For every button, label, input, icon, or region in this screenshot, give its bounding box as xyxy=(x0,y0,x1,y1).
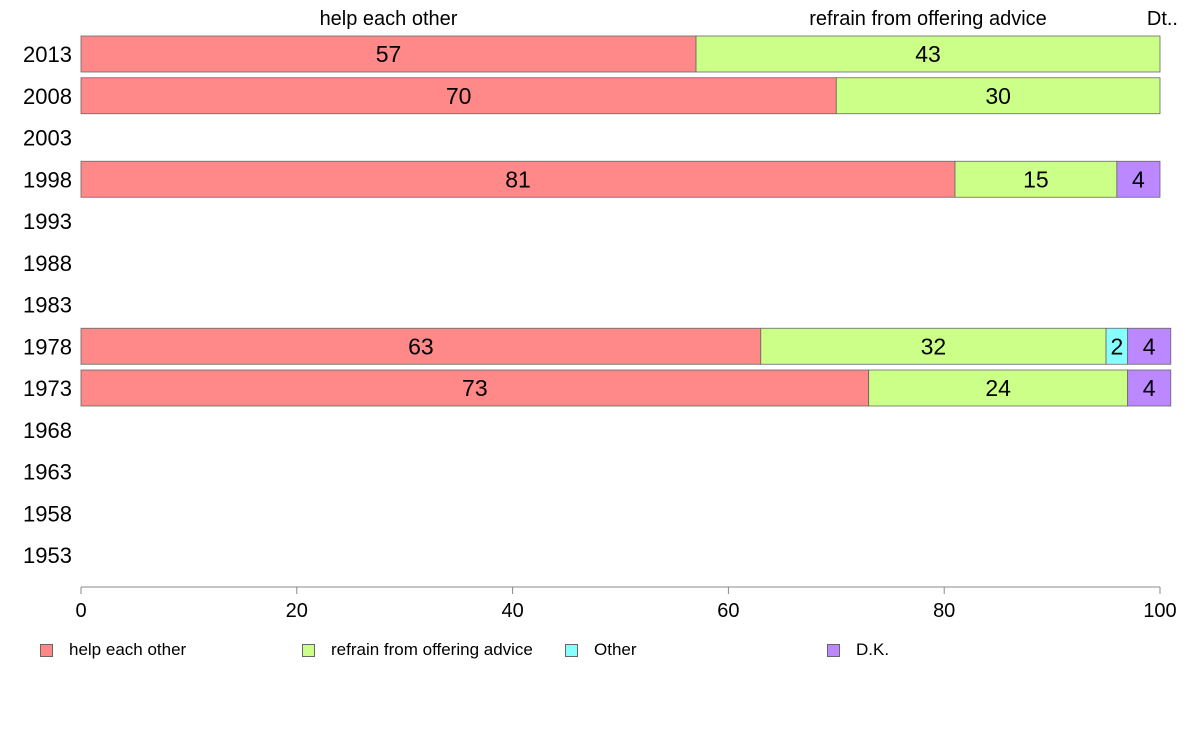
x-tick-label: 40 xyxy=(501,600,523,622)
top-label: help each other xyxy=(320,8,458,30)
x-axis: 0 20 40 60 80 100 xyxy=(75,586,1177,622)
data-label: 81 xyxy=(505,166,531,192)
bar-segment xyxy=(954,160,1118,198)
data-label: 30 xyxy=(985,83,1011,109)
y-tick-label: 1998 xyxy=(23,167,72,192)
data-label: 4 xyxy=(1143,333,1156,359)
data-label: 24 xyxy=(985,375,1011,401)
chart: help each other refrain from offering adv… xyxy=(23,8,1178,622)
legend: help each other refrain from offering adv… xyxy=(0,640,1188,664)
y-tick-label: 1973 xyxy=(23,376,72,401)
data-label: 15 xyxy=(1023,166,1049,192)
bar-segment xyxy=(1127,369,1172,407)
y-tick-label: 1988 xyxy=(23,251,72,276)
bar-segment xyxy=(80,369,870,407)
bar-segment xyxy=(80,160,956,198)
x-tick-label: 80 xyxy=(933,600,955,622)
y-tick-label: 1958 xyxy=(23,501,72,526)
y-tick-label: 2008 xyxy=(23,84,72,109)
y-tick-label: 1968 xyxy=(23,418,72,443)
legend-item: help each other xyxy=(40,640,186,660)
legend-label: Other xyxy=(594,640,637,659)
bar-segment xyxy=(1116,160,1161,198)
legend-swatch xyxy=(302,643,315,657)
y-tick-label: 2003 xyxy=(23,126,72,151)
data-label: 73 xyxy=(462,375,488,401)
legend-label: refrain from offering advice xyxy=(331,640,533,659)
data-label: 43 xyxy=(915,41,941,67)
bar-segment xyxy=(695,35,1161,73)
legend-swatch xyxy=(40,643,53,657)
y-tick-label: 1978 xyxy=(23,334,72,359)
top-label: refrain from offering advice xyxy=(809,8,1047,30)
bar-segment xyxy=(80,77,837,115)
x-tick-label: 0 xyxy=(75,600,86,622)
legend-item: refrain from offering advice xyxy=(302,640,533,660)
legend-item: Other xyxy=(565,640,637,660)
data-label: 63 xyxy=(408,333,434,359)
y-axis-labels: 2013 2008 2003 1998 1993 1988 1983 1978 1973 1968… xyxy=(23,42,72,568)
y-tick-label: 1983 xyxy=(23,293,72,318)
bar-segment xyxy=(868,369,1129,407)
legend-label: help each other xyxy=(69,640,187,659)
data-label: 2 xyxy=(1110,333,1123,359)
y-tick-label: 1963 xyxy=(23,460,72,485)
bar-segment xyxy=(80,327,762,365)
y-tick-label: 1953 xyxy=(23,543,72,568)
y-tick-label: 2013 xyxy=(23,42,72,67)
data-label: 57 xyxy=(376,41,402,67)
x-tick-label: 20 xyxy=(286,600,308,622)
legend-swatch xyxy=(565,643,578,657)
data-label: 4 xyxy=(1132,166,1145,192)
x-tick-label: 60 xyxy=(717,600,739,622)
bar-segment xyxy=(80,35,697,73)
x-tick-label: 100 xyxy=(1143,600,1176,622)
y-tick-label: 1993 xyxy=(23,209,72,234)
bar-segment xyxy=(760,327,1107,365)
legend-swatch xyxy=(827,643,840,657)
data-label: 4 xyxy=(1143,375,1156,401)
bar-segment xyxy=(835,77,1161,115)
legend-item: D.K. xyxy=(827,640,889,660)
data-label: 32 xyxy=(921,333,947,359)
legend-label: D.K. xyxy=(856,640,890,659)
bar-segment xyxy=(1127,327,1172,365)
top-labels: help each other refrain from offering adv… xyxy=(320,8,1178,30)
top-label: Dt.. xyxy=(1147,8,1178,30)
data-label: 70 xyxy=(446,83,472,109)
